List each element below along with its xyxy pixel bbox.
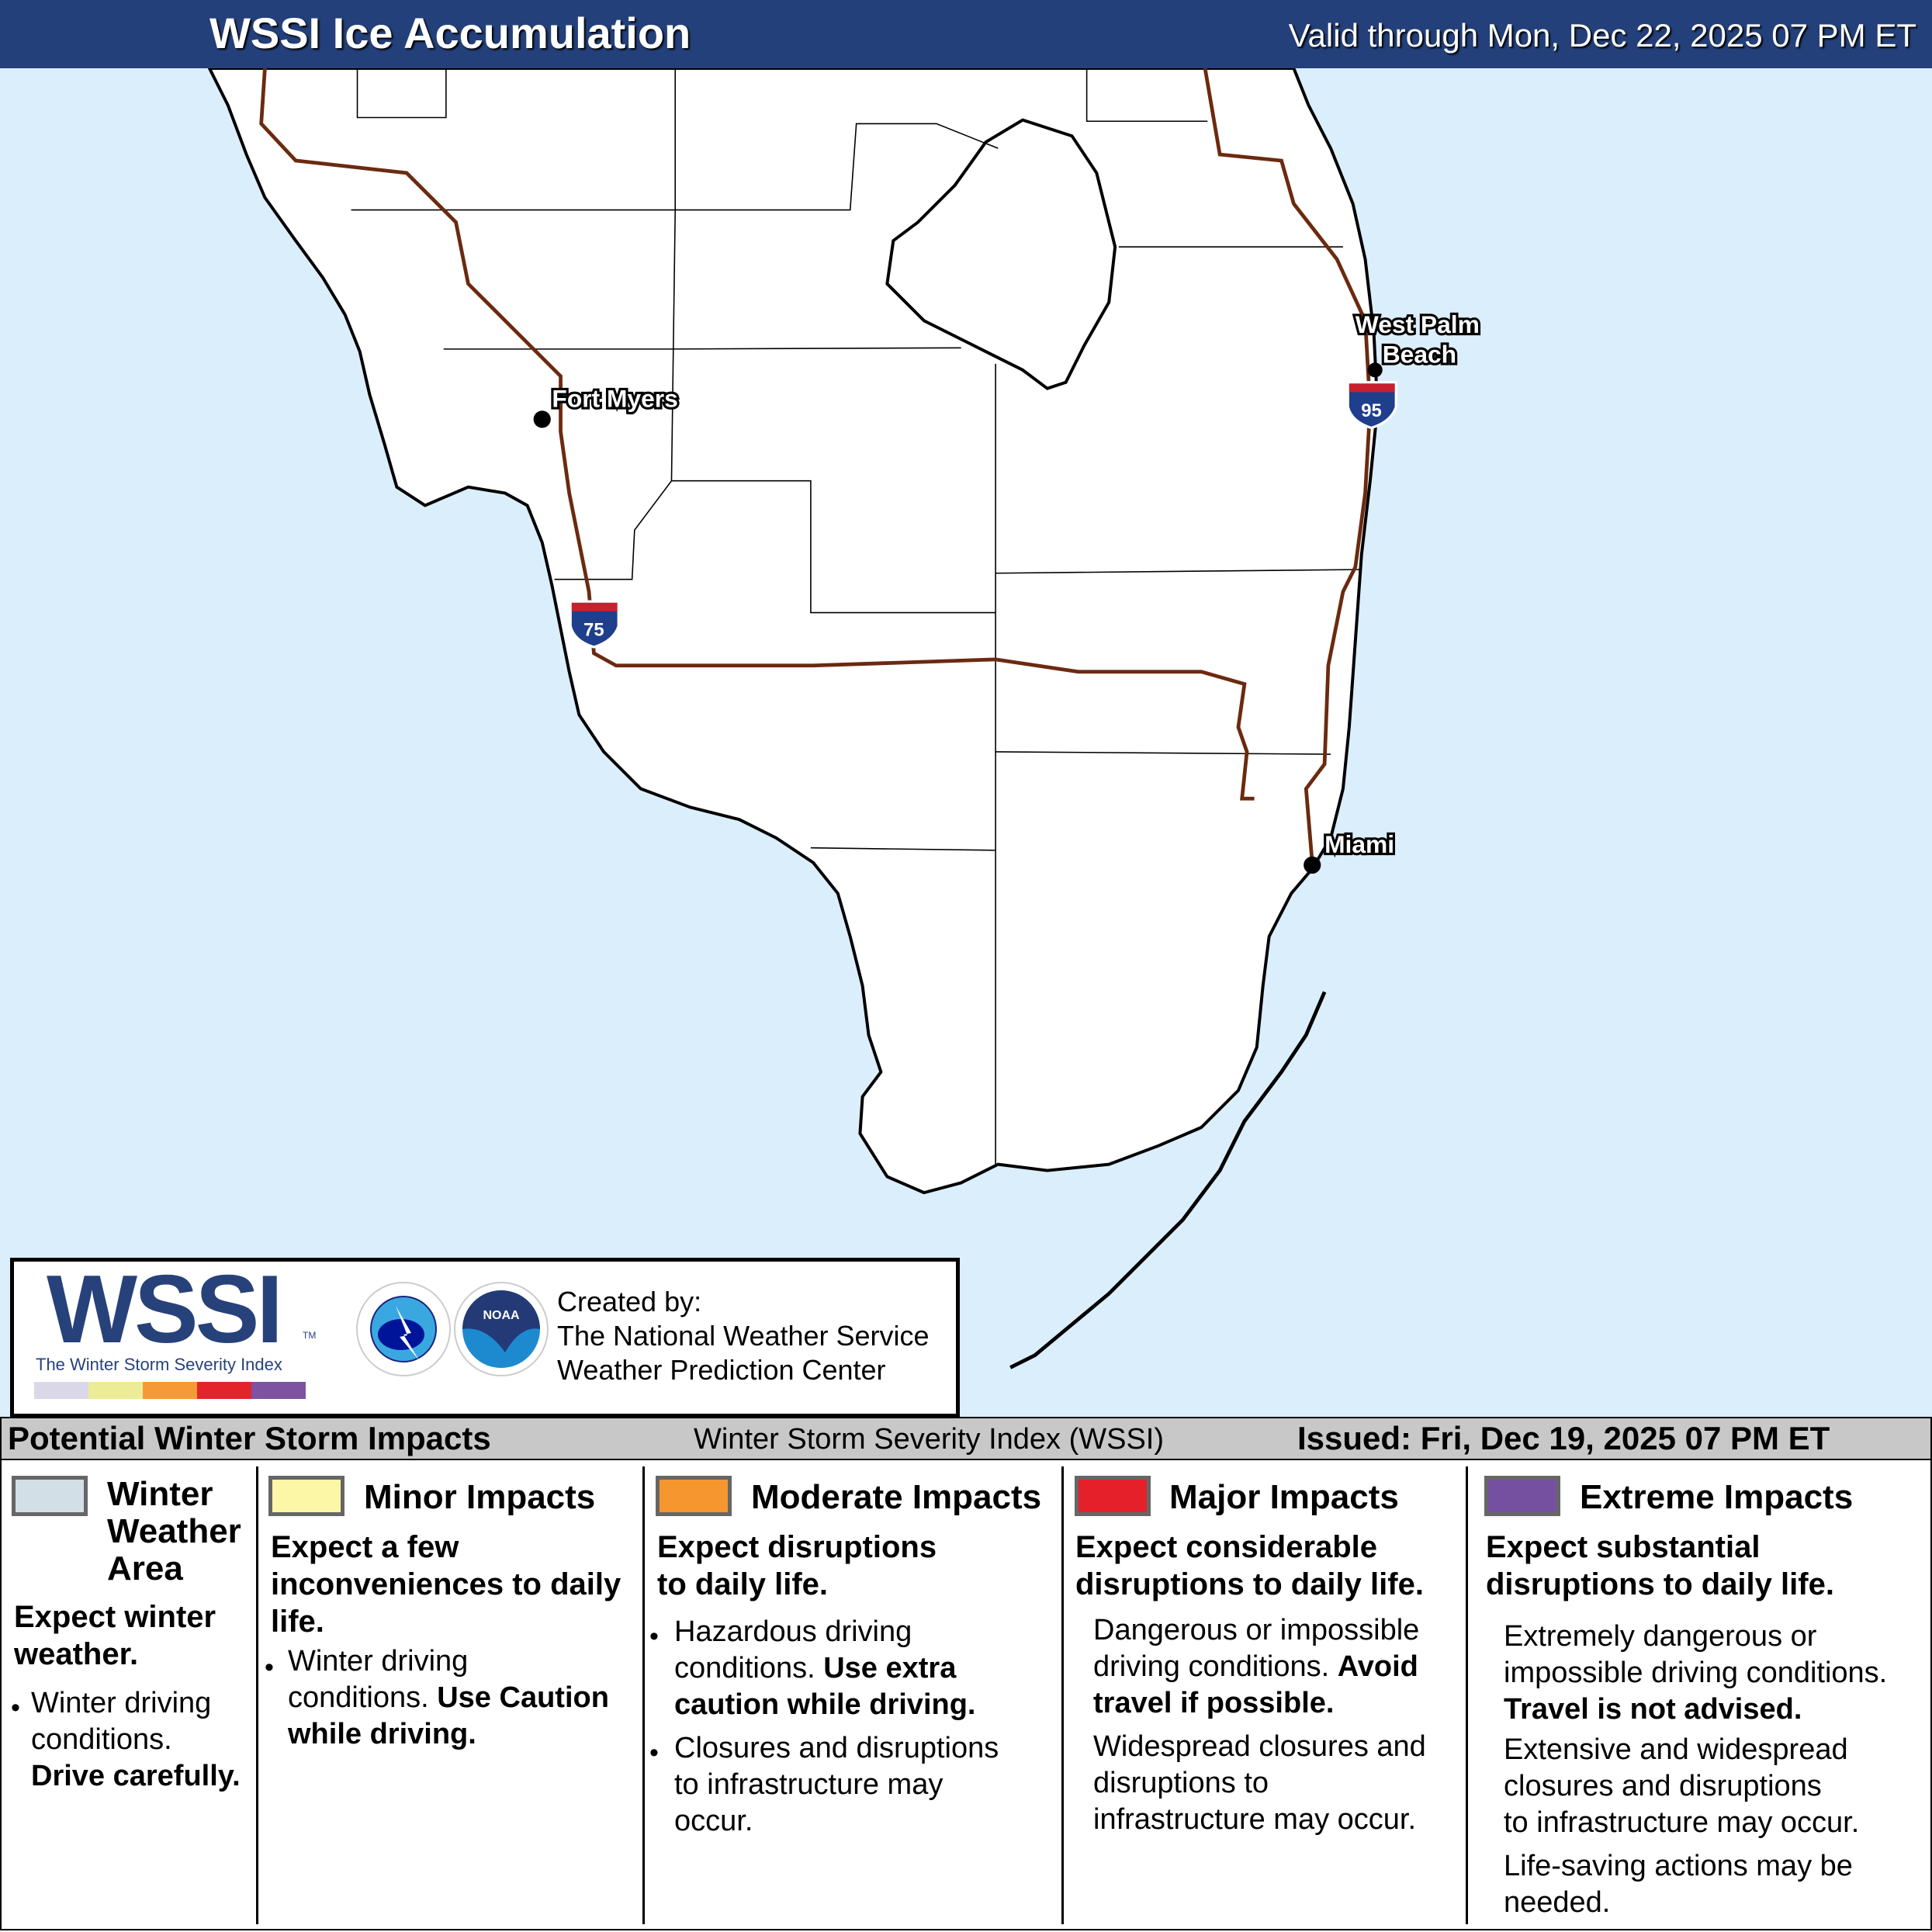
svg-text:95: 95 [1361,400,1381,421]
logo-box: WSSI TM The Winter Storm Severity Index … [10,1258,960,1418]
credits-line: The National Weather Service [557,1320,930,1352]
scale-swatch [143,1382,197,1399]
legend-winter-weather-area: Winter Weather Area Expect winter weather. … [2,1460,256,1929]
scale-swatch [88,1382,143,1399]
city-west-palm-beach: West Palm Beach [1353,308,1482,378]
divider [256,1466,258,1924]
divider [1466,1466,1468,1924]
wssi-color-scale [34,1382,306,1399]
interstate-75-shield-icon: 75 [569,600,620,649]
svg-text:NOAA: NOAA [483,1309,520,1322]
map: Fort Myers West Palm Beach Miami 75 95 [0,68,1932,1417]
category-name: Major Impacts [1169,1478,1399,1516]
legend-title-bar: Potential Winter Storm Impacts Winter St… [0,1417,1932,1460]
category-text: Extensive and widespread closures and dis… [1504,1733,1860,1839]
svg-text:Beach: Beach [1383,340,1456,368]
svg-text:Miami: Miami [1324,830,1394,858]
category-lead: Expect a few inconveniences to daily life. [271,1530,621,1639]
credits-line: Weather Prediction Center [557,1354,886,1386]
category-name: Extreme Impacts [1580,1478,1854,1516]
category-lead: Expect winter weather. [14,1600,216,1671]
map-title: WSSI Ice Accumulation [209,9,691,57]
bullet-icon: • [11,1693,20,1723]
lake-okeechobee [885,118,1117,390]
svg-text:Fort Myers: Fort Myers [552,384,677,412]
legend-subtitle: Winter Storm Severity Index (WSSI) [694,1423,1165,1456]
category-text: Extremely dangerous or impossible driving… [1504,1620,1888,1726]
divider [1061,1466,1064,1924]
legend-minor-impacts: Minor Impacts Expect a few inconveniences… [258,1460,642,1929]
bullet-icon: • [649,1622,659,1651]
legend-major-impacts: Major Impacts Expect considerable disrupt… [1064,1460,1466,1929]
color-swatch [656,1476,732,1516]
category-text: Winter driving conditions. Use Caution w… [288,1645,609,1750]
credits-line: Created by: [557,1286,702,1317]
color-swatch [1484,1476,1560,1516]
wssi-trademark: TM [303,1330,317,1341]
scale-swatch [251,1382,306,1399]
color-swatch [12,1476,88,1516]
category-name: Moderate Impacts [751,1478,1042,1516]
svg-text:West Palm: West Palm [1356,310,1480,338]
category-text: Widespread closures and disruptions to inf… [1093,1730,1426,1836]
scale-swatch [34,1382,88,1399]
divider [642,1466,645,1924]
valid-time: Valid through Mon, Dec 22, 2025 07 PM ET [1288,17,1916,54]
city-miami: Miami [1304,828,1397,874]
county-lines [351,68,1362,1165]
category-text: Winter driving conditions. Drive carefully… [31,1687,241,1792]
category-text: Life-saving actions may be needed. [1504,1850,1853,1919]
wssi-logo: WSSI [47,1256,283,1363]
bullet-icon: • [265,1653,274,1682]
legend-title: Potential Winter Storm Impacts [8,1420,491,1456]
florida-keys [1009,991,1327,1369]
header-bar: WSSI Ice Accumulation Valid through Mon,… [0,0,1932,68]
category-lead: Expect substantial disruptions to daily l… [1486,1530,1834,1601]
category-text: Hazardous driving conditions. Use extra … [674,1615,976,1721]
category-name: Minor Impacts [364,1478,596,1516]
category-text: Dangerous or impossible driving conditio… [1093,1614,1420,1719]
credits: Created by: The National Weather Service… [557,1285,930,1387]
legend-moderate-impacts: Moderate Impacts Expect disruptions to da… [645,1460,1061,1929]
interstate-95-shield-icon: 95 [1346,381,1397,430]
category-lead: Expect disruptions to daily life. [657,1530,937,1601]
wssi-subtitle: The Winter Storm Severity Index [36,1355,282,1374]
category-lead: Expect considerable disruptions to daily … [1075,1530,1424,1601]
category-text: Closures and disruptions to infrastructur… [674,1732,999,1837]
legend-extreme-impacts: Extreme Impacts Expect substantial disrup… [1468,1460,1930,1929]
highways [259,68,1373,863]
color-swatch [1075,1476,1151,1516]
category-name: Winter Weather Area [107,1475,241,1587]
city-fort-myers: Fort Myers [533,382,680,428]
legend: Winter Weather Area Expect winter weather. … [0,1460,1932,1930]
issued-time: Issued: Fri, Dec 19, 2025 07 PM ET [1297,1420,1830,1456]
noaa-logo-icon: NOAA [454,1282,549,1376]
bullet-icon: • [649,1738,659,1768]
svg-text:75: 75 [583,620,604,641]
color-swatch [268,1476,345,1516]
scale-swatch [197,1382,251,1399]
nws-logo-icon [356,1282,451,1376]
